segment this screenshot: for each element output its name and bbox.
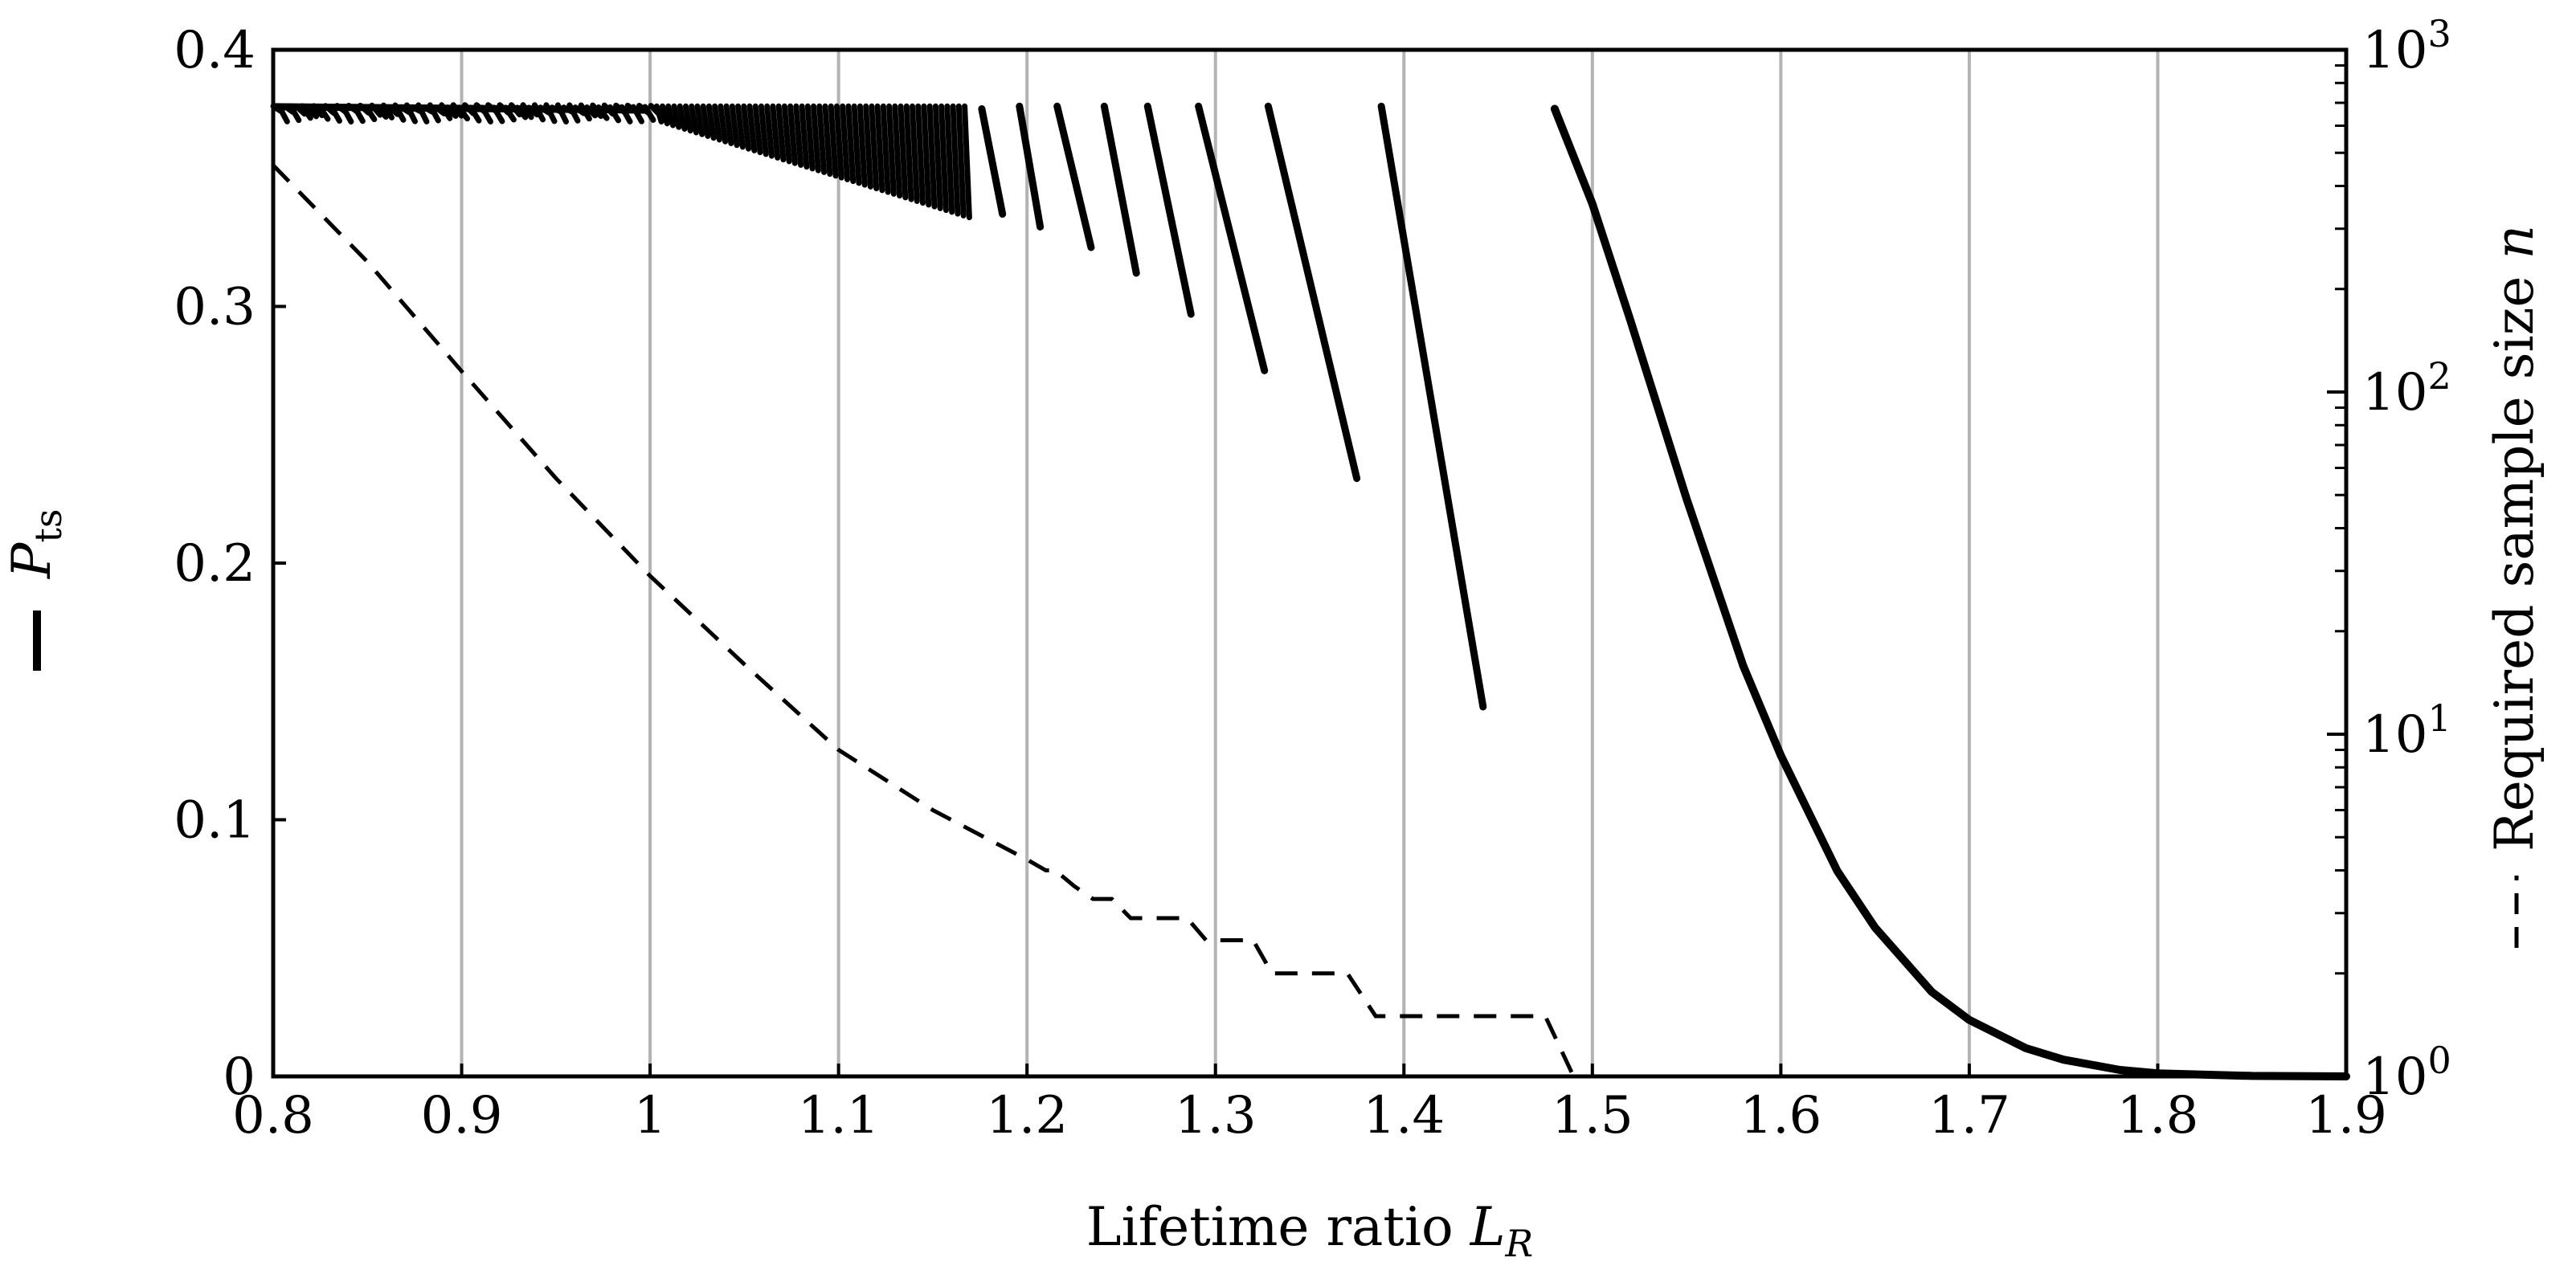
pts-dense-mark [660,103,670,127]
grid-layer [460,50,2160,1076]
pts-dense-mark [787,103,798,166]
x-tick-label: 1.7 [1928,1086,2010,1145]
pts-segment [1264,102,1361,483]
x-tick-label: 1.2 [986,1086,1068,1145]
y-right-tick-label: 103 [2362,12,2451,80]
pts-dense-mark [671,103,682,130]
plot-frame [271,47,2349,1079]
y-left-tick-label: 0.1 [174,791,256,851]
pts-dense-mark [962,103,972,221]
x-tick-label: 1.5 [1552,1086,1634,1145]
pts-dense-mark [781,103,792,165]
pts-dense-mark [932,103,943,211]
y-left-tick-label: 0.4 [174,21,256,80]
y-left-tick-label: 0.3 [174,278,256,337]
x-tick-label: 1.3 [1175,1086,1257,1145]
pts-dense-mark [892,103,903,199]
series-layer [270,102,2350,1080]
label-layer: 0.8 0.9 1 1.1 1.2 1.3 1.4 1.5 1.6 1.7 1.8 1.9 0 0.1 0.… [1,12,2545,1265]
y-left-title-group: Pts [1,508,70,671]
pts-dense-mark [880,103,891,195]
pts-dense-mark [938,103,949,214]
pts-dense-mark [915,103,926,206]
pts-dense-mark [758,103,769,157]
pts-dense-mark [764,103,775,159]
y-right-tick-label: 102 [2362,354,2451,423]
pts-dense-mark [811,103,821,174]
pts-segment [1100,102,1140,277]
pts-segment [978,104,1007,218]
pts-band [272,103,651,114]
y-left-tick-label: 0 [223,1047,256,1107]
pts-dense-mark [857,103,868,188]
pts-dense-mark [775,103,787,163]
pts-dense-mark [840,103,851,182]
pts-segment [1016,102,1045,231]
pts-dense-mark [682,103,693,134]
pts-dense-mark [770,103,781,161]
pts-dense-mark [694,103,705,137]
x-tick-label: 1.9 [2305,1086,2387,1145]
pts-dense-mark [729,103,740,149]
pts-dense-mark [723,103,734,146]
y-right-title: Required sample size n [2484,225,2545,851]
x-tick-label: 1.6 [1740,1086,1822,1145]
pts-dense-mark [863,103,873,190]
pts-dense-mark [874,103,885,194]
x-tick-label: 1.4 [1363,1086,1445,1145]
y-right-tick-label: 100 [2362,1039,2451,1107]
x-tick-label: 1 [634,1086,667,1145]
pts-segment [1195,102,1269,374]
pts-dense-mark [910,103,920,204]
pts-dense-mark [804,103,816,172]
pts-dense-mark [828,103,839,179]
pts-dense-mark [689,103,699,136]
pts-dense-mark [712,103,722,143]
y-left-title: Pts [1,508,70,579]
pts-dense-mark [845,103,857,185]
x-tick-label: 1.8 [2117,1086,2199,1145]
pts-dense-mark [665,103,677,129]
pts-segment [1143,102,1195,318]
pts-dense-mark [799,103,810,170]
pts-dense-mark [741,103,752,152]
pts-segment [1053,102,1095,251]
pts-dense-mark [746,103,758,153]
pts-dense-mark [851,103,862,186]
pts-dense-mark [950,103,961,217]
n-series-line [272,163,1576,1078]
pts-dense-mark [833,103,844,181]
y-right-title-group: Required sample size n [2484,225,2545,948]
pts-dense-mark [955,103,967,218]
pts-dense-mark [903,103,914,202]
pts-dense-mark [898,103,909,201]
pts-dense-mark [926,103,938,210]
x-axis-title: Lifetime ratio LR [1086,1196,1533,1265]
pts-dense-mark [735,103,746,150]
pts-dense-mark [752,103,763,156]
pts-dense-mark [677,103,688,132]
x-tick-label: 0.8 [232,1086,314,1145]
x-tick-label: 1.1 [798,1086,880,1145]
pts-dense-mark [793,103,804,168]
pts-dense-mark [886,103,897,197]
pts-decay-curve [1550,104,2350,1080]
pts-dense-mark [700,103,711,139]
pts-dense-mark [705,103,717,141]
pts-segment [1377,102,1487,711]
y-left-tick-label: 0.2 [174,534,256,594]
pts-dense-mark [921,103,932,208]
x-tick-label: 0.9 [421,1086,503,1145]
pts-dense-mark [653,103,664,125]
axis-layer [271,47,2349,1079]
pts-dense-mark [718,103,729,145]
pts-dense-mark [816,103,828,175]
y-right-tick-label: 101 [2362,696,2451,765]
pts-dense-mark [822,103,833,178]
pts-dense-mark [944,103,955,215]
pts-dense-mark [869,103,880,192]
